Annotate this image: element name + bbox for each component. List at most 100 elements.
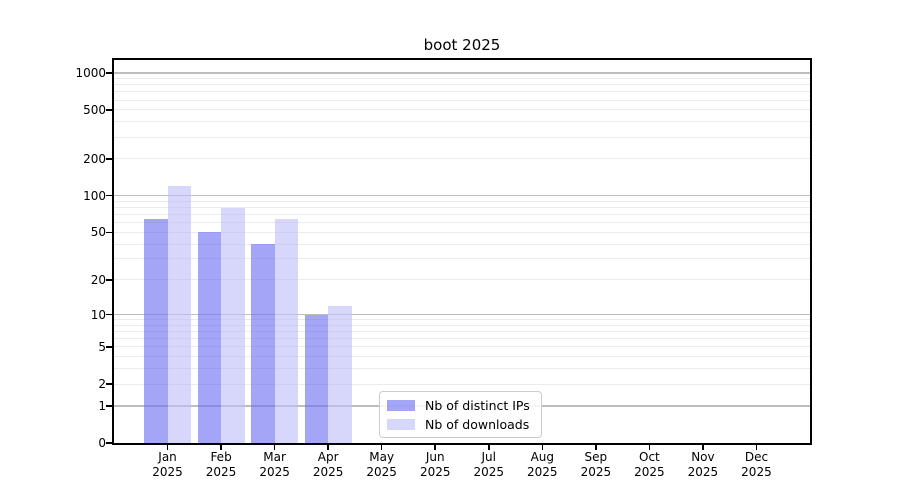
minor-gridline: [114, 319, 810, 321]
x-tick-month: Oct: [639, 450, 660, 464]
bar-downloads: [328, 305, 352, 443]
y-tick-label: 2: [98, 377, 106, 392]
minor-gridline: [114, 338, 810, 340]
x-tick-mark: [380, 445, 383, 450]
x-tick-year: 2025: [634, 465, 665, 479]
y-tick-mark: [106, 231, 114, 234]
y-tick-label: 1000: [75, 65, 106, 80]
y-tick-label: 200: [83, 151, 106, 166]
x-tick-mark: [327, 445, 329, 450]
minor-gridline: [114, 383, 810, 385]
x-tick-year: 2025: [687, 465, 719, 479]
y-tick-mark: [106, 383, 114, 385]
x-tick-mark: [434, 445, 436, 450]
y-tick-mark: [106, 158, 114, 160]
minor-gridline: [114, 99, 810, 101]
y-tick-label: 100: [83, 188, 106, 203]
x-tick-month: Aug: [530, 450, 555, 464]
minor-gridline: [114, 136, 810, 138]
y-tick-label: 10: [90, 307, 106, 322]
x-tick-label: Sep 2025: [566, 450, 626, 480]
major-gridline: [114, 72, 810, 74]
y-tick-mark: [106, 72, 114, 74]
y-tick-label: 5: [98, 339, 106, 354]
y-tick-label: 0: [98, 436, 106, 450]
major-gridline: [114, 313, 810, 316]
x-tick-month: May: [369, 450, 395, 464]
bar-distinct-ips: [251, 244, 275, 443]
x-tick-label: Aug 2025: [512, 450, 572, 480]
x-tick-mark: [220, 445, 222, 450]
x-tick-month: Jun: [425, 450, 445, 464]
minor-gridline: [114, 77, 810, 79]
y-tick-mark: [106, 405, 114, 407]
bar-downloads: [221, 207, 245, 443]
minor-gridline: [114, 324, 810, 326]
y-tick-label: 500: [83, 102, 106, 117]
y-tick-label: 1: [98, 398, 106, 413]
x-tick-year: 2025: [259, 465, 290, 479]
x-tick-label: Jan 2025: [138, 450, 198, 480]
legend-label: Nb of distinct IPs: [425, 397, 530, 413]
x-tick-mark: [488, 445, 490, 450]
legend-entry-downloads: Nb of downloads: [387, 416, 530, 432]
bar-downloads: [167, 186, 192, 443]
minor-gridline: [114, 258, 810, 260]
minor-gridline: [114, 279, 810, 281]
x-tick-year: 2025: [419, 465, 451, 479]
minor-gridline: [114, 346, 810, 348]
x-tick-mark: [166, 445, 169, 450]
x-tick-year: 2025: [527, 465, 558, 479]
x-tick-mark: [273, 445, 276, 450]
y-tick-mark: [106, 109, 114, 111]
x-tick-month: Sep: [584, 450, 608, 464]
x-tick-label: Nov 2025: [673, 450, 733, 480]
major-gridline: [114, 194, 810, 197]
x-tick-mark: [541, 445, 544, 450]
x-tick-mark: [648, 445, 651, 450]
minor-gridline: [114, 214, 810, 216]
x-tick-year: 2025: [741, 465, 772, 479]
minor-gridline: [114, 84, 810, 86]
bar-downloads: [274, 218, 299, 443]
minor-gridline: [114, 200, 810, 202]
minor-gridline: [114, 91, 810, 93]
x-tick-year: 2025: [366, 465, 397, 479]
y-tick-label: 50: [90, 225, 106, 240]
bar-distinct-ips: [304, 314, 329, 443]
plot-area: [112, 58, 812, 445]
y-tick-mark: [106, 279, 114, 281]
minor-gridline: [114, 158, 810, 160]
x-tick-mark: [702, 445, 704, 450]
x-tick-label: Oct 2025: [619, 450, 679, 480]
minor-gridline: [114, 121, 810, 123]
x-tick-label: Jun 2025: [405, 450, 465, 480]
y-tick-mark: [106, 346, 114, 348]
x-tick-year: 2025: [205, 465, 237, 479]
y-tick-mark: [106, 442, 114, 444]
x-tick-label: Feb 2025: [191, 450, 251, 480]
x-tick-label: May 2025: [352, 450, 412, 480]
minor-gridline: [114, 243, 810, 245]
x-tick-label: Mar 2025: [245, 450, 305, 480]
x-tick-year: 2025: [580, 465, 612, 479]
x-tick-mark: [595, 445, 597, 450]
minor-gridline: [114, 207, 810, 209]
x-tick-month: Mar: [263, 450, 286, 464]
minor-gridline: [114, 222, 810, 224]
minor-gridline: [114, 331, 810, 333]
x-tick-label: Jul 2025: [459, 450, 519, 480]
minor-gridline: [114, 368, 810, 370]
x-tick-label: Dec 2025: [726, 450, 786, 480]
x-tick-label: Apr 2025: [298, 450, 358, 480]
x-tick-month: Apr: [317, 450, 339, 464]
minor-gridline: [114, 356, 810, 358]
minor-gridline: [114, 109, 810, 111]
legend: Nb of distinct IPs Nb of downloads: [379, 391, 542, 438]
y-tick-mark: [106, 313, 114, 316]
x-tick-mark: [755, 445, 758, 450]
bar-distinct-ips: [197, 232, 222, 443]
x-tick-year: 2025: [312, 465, 344, 479]
x-tick-year: 2025: [473, 465, 505, 479]
